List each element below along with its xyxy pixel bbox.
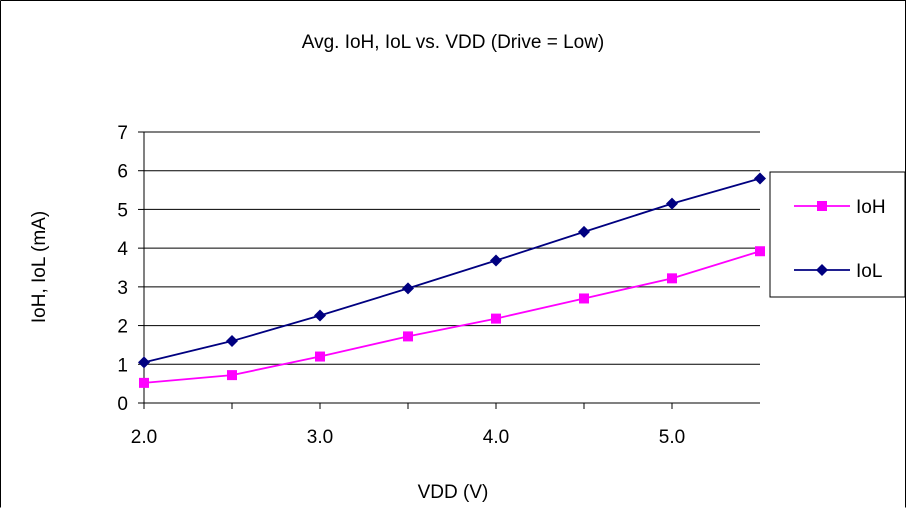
y-tick-label: 5 (117, 200, 128, 221)
data-series (138, 172, 766, 388)
legend-marker-ioh (817, 201, 827, 211)
y-tick-label: 4 (117, 239, 128, 260)
data-point-iol (754, 172, 766, 185)
legend-marker-iol (816, 264, 828, 276)
y-axis-ticks: 0 1 2 3 4 5 6 7 (117, 123, 144, 415)
y-axis-label: IoH, IoL (mA) (29, 211, 50, 323)
x-axis-ticks: 2.0 3.0 4.0 5.0 (131, 403, 685, 448)
y-gridlines (143, 131, 760, 404)
data-point-ioh (227, 370, 237, 381)
x-tick-label: 4.0 (483, 427, 509, 448)
data-point-ioh (667, 273, 677, 284)
y-tick-label: 1 (117, 355, 128, 376)
data-point-iol (402, 282, 414, 295)
data-point-iol (314, 309, 326, 322)
x-tick-label: 2.0 (131, 427, 157, 448)
legend-box (769, 171, 906, 298)
data-point-iol (490, 254, 502, 267)
y-tick-label: 6 (117, 162, 128, 183)
data-point-ioh (755, 246, 765, 257)
data-point-iol (666, 197, 678, 210)
data-point-ioh (491, 313, 501, 324)
data-point-iol (578, 225, 590, 238)
y-tick-label: 2 (117, 317, 128, 338)
legend-label-iol: IoL (856, 261, 882, 282)
legend: IoH IoL (769, 171, 906, 298)
series-line-ioh (143, 250, 761, 384)
data-point-iol (226, 335, 238, 348)
x-tick-label: 3.0 (307, 427, 333, 448)
y-tick-label: 3 (117, 278, 128, 299)
series-line-iol (143, 177, 761, 364)
data-point-ioh (579, 293, 589, 304)
y-tick-label: 0 (117, 394, 128, 415)
data-point-ioh (403, 331, 413, 342)
legend-label-ioh: IoH (856, 197, 886, 218)
y-tick-label: 7 (117, 123, 128, 144)
data-point-ioh (315, 351, 325, 362)
x-axis-label: VDD (V) (418, 482, 489, 503)
x-tick-label: 5.0 (659, 427, 685, 448)
data-point-ioh (139, 377, 149, 388)
data-point-iol (138, 356, 150, 369)
chart-title: Avg. IoH, IoL vs. VDD (Drive = Low) (302, 32, 605, 53)
